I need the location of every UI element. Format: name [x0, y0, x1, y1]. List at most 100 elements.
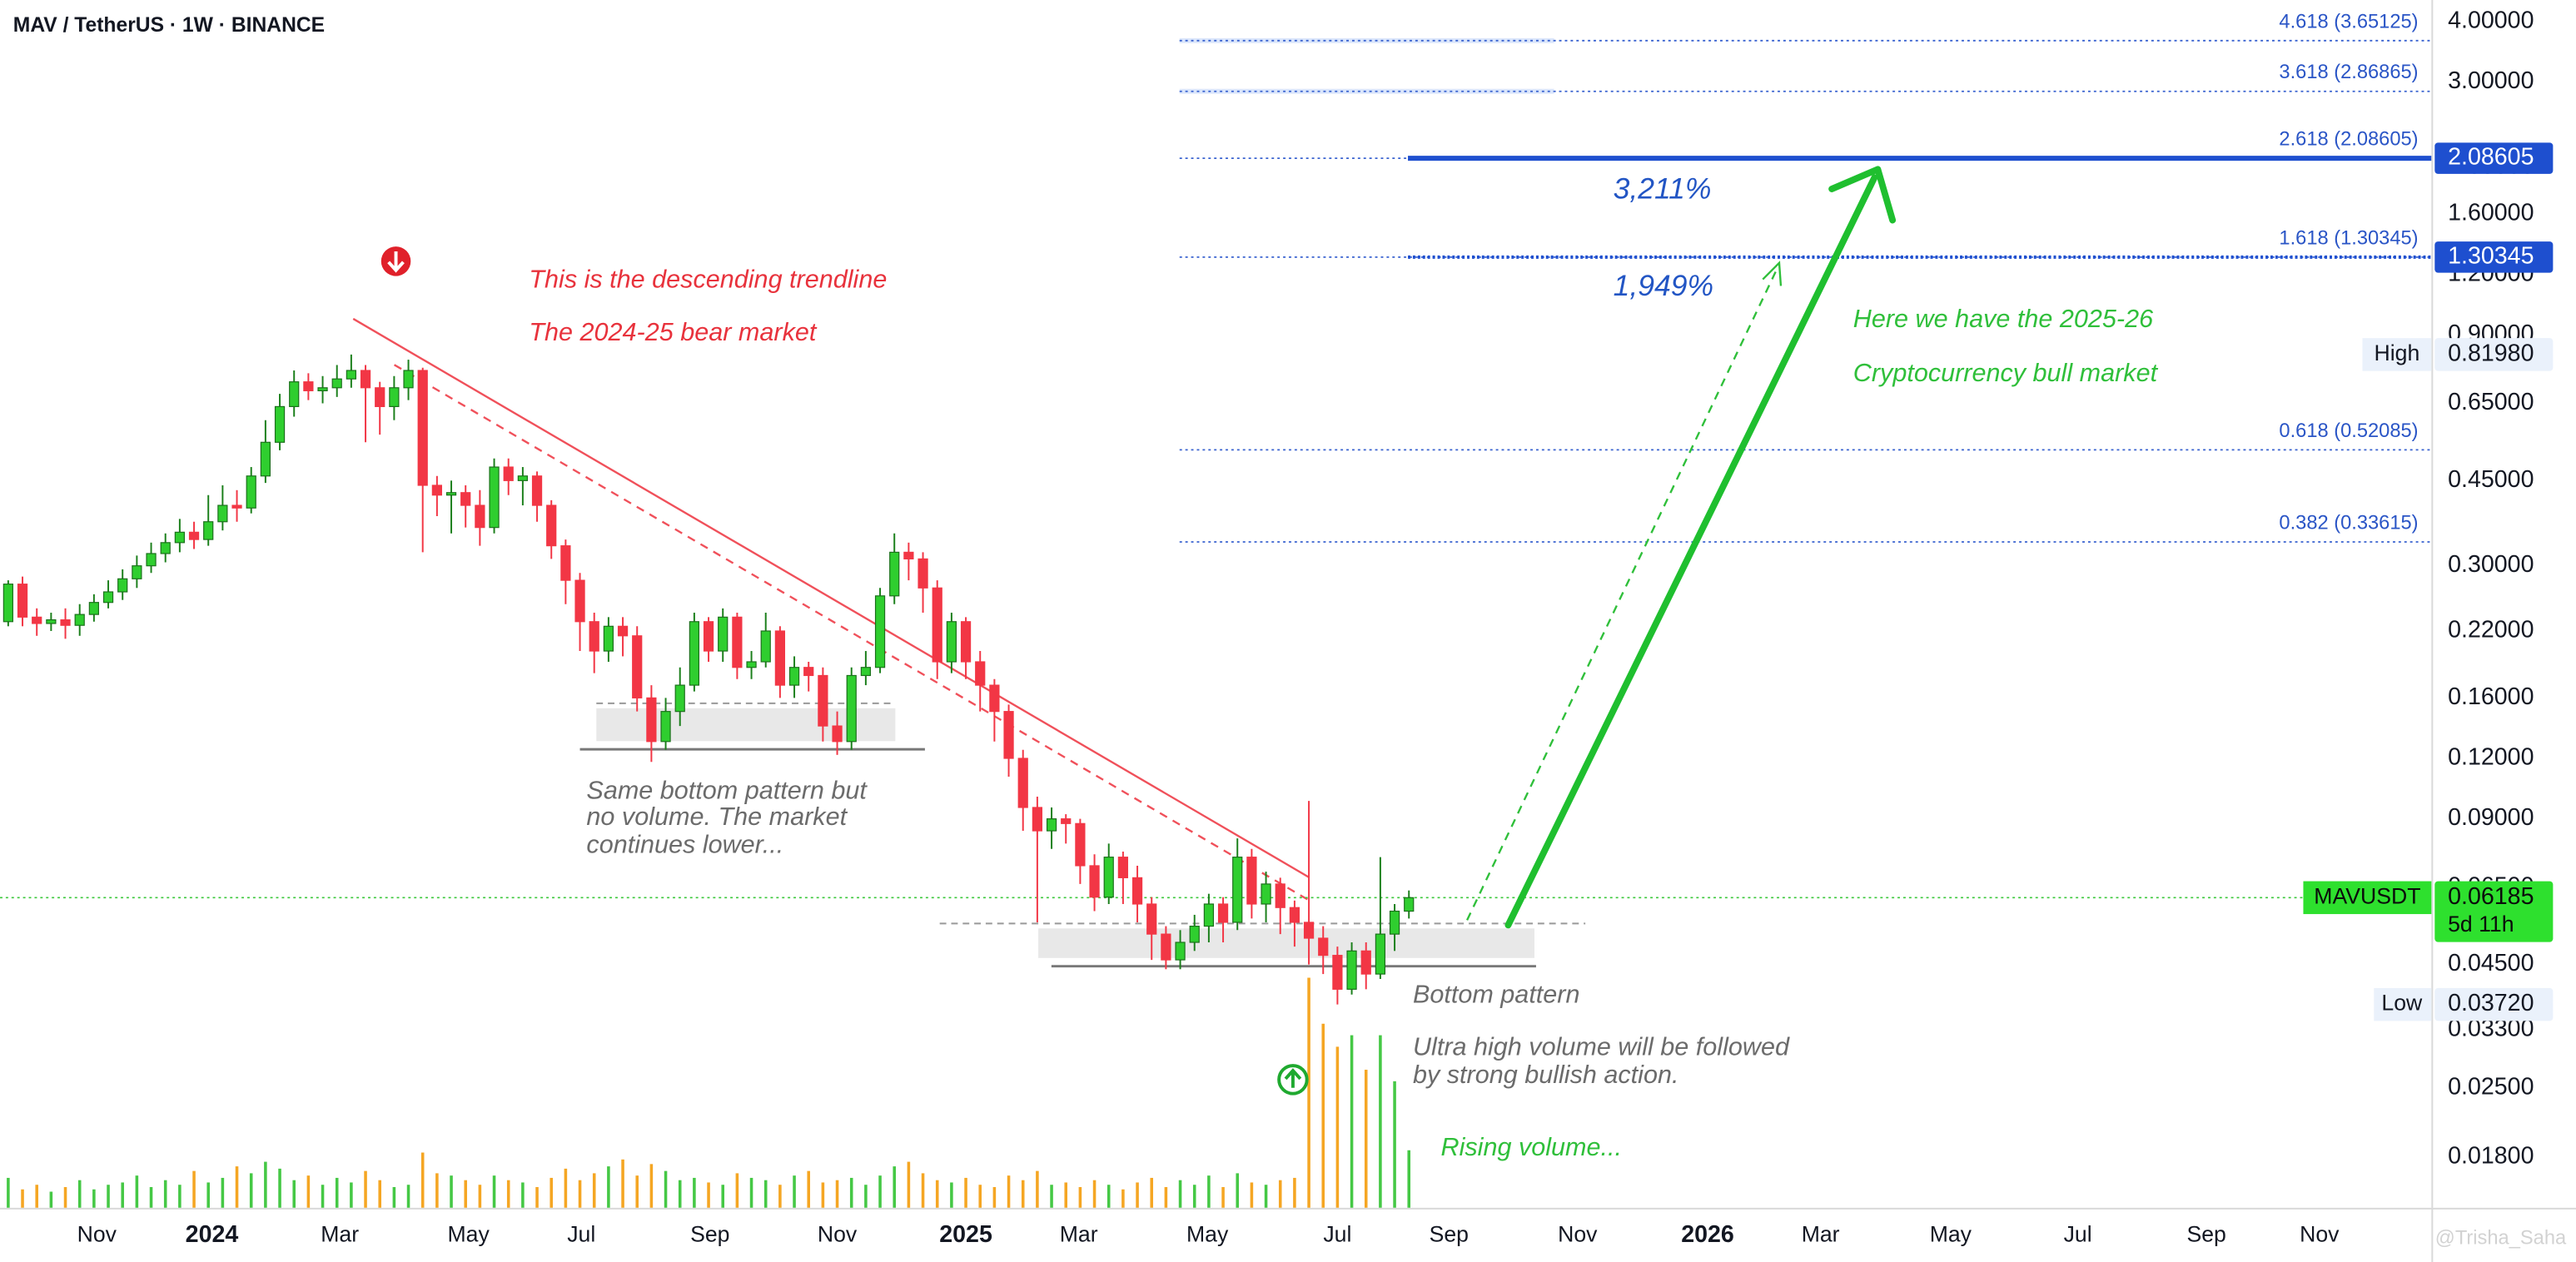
last-price-badge-bg: [2434, 881, 2554, 942]
candle-body: [718, 616, 729, 652]
candle-body: [1261, 883, 1271, 905]
volume-bar: [135, 1175, 139, 1208]
candle-body: [1046, 818, 1057, 832]
annotation: Here we have the 2025-26: [1853, 305, 2153, 333]
symbol-tag: MAVUSDT: [2314, 883, 2420, 908]
candle-body: [1161, 933, 1171, 961]
candle-body: [1089, 865, 1100, 898]
candle-body: [846, 674, 857, 743]
candle-body: [1303, 922, 1315, 939]
candle-body: [774, 630, 786, 686]
candle-body: [375, 387, 385, 408]
volume-bar: [221, 1177, 225, 1208]
candle-body: [803, 667, 814, 677]
volume-bar: [1050, 1185, 1053, 1208]
candle-body: [503, 466, 514, 481]
candle-body: [174, 531, 185, 544]
y-tick-label: 0.01800: [2448, 1142, 2534, 1169]
volume-bar: [835, 1180, 839, 1208]
candle-body: [574, 579, 585, 623]
volume-bar: [964, 1177, 967, 1208]
fib-level-label: 0.382 (0.33615): [2279, 512, 2418, 534]
drawings-front: [380, 166, 1897, 1096]
volume-bar: [664, 1170, 668, 1208]
candle-body: [1232, 857, 1243, 923]
candle-body: [203, 521, 214, 540]
annotation: Bottom pattern: [1413, 980, 1580, 1008]
candle-body: [860, 667, 872, 677]
volume-bar: [749, 1177, 753, 1208]
volume-bar: [578, 1180, 582, 1208]
fib-level-label: 1.618 (1.30345): [2279, 227, 2418, 249]
volume-bar: [992, 1186, 997, 1208]
x-tick-label: 2024: [186, 1221, 239, 1248]
bottom-zone: [1038, 928, 1534, 958]
annotation: Same bottom pattern but: [586, 777, 868, 805]
volume-bar: [564, 1168, 568, 1208]
candle-body: [746, 661, 757, 668]
x-tick-label: May: [447, 1221, 490, 1246]
candle-body: [260, 441, 271, 477]
volume-bar: [450, 1175, 453, 1208]
candle-body: [403, 370, 414, 389]
annotation: Ultra high volume will be followed: [1413, 1032, 1790, 1061]
fib-level-label: 2.618 (2.08605): [2279, 129, 2418, 151]
x-tick-label: Jul: [567, 1221, 595, 1246]
candle-body: [117, 578, 128, 593]
projection-arrow: [1504, 174, 1878, 929]
y-tick-label: 0.09000: [2448, 804, 2534, 831]
price-axis-background: [2433, 0, 2576, 1262]
volume-bar: [1136, 1182, 1139, 1208]
volume-bar: [521, 1182, 525, 1208]
candle-body: [617, 625, 629, 637]
volume-bar: [849, 1177, 853, 1208]
candle-body: [146, 553, 157, 567]
volume-bar: [1192, 1185, 1196, 1208]
candle-body: [1131, 877, 1143, 905]
volume-bar: [149, 1186, 153, 1208]
fib-fade-band: [1179, 37, 1554, 43]
y-tick-label: 0.30000: [2448, 551, 2534, 578]
candle-body: [489, 466, 500, 529]
fib-level-label: 4.618 (3.65125): [2279, 11, 2418, 32]
volume-bar: [1221, 1186, 1225, 1208]
candle-body: [889, 551, 900, 597]
volume-bar: [1407, 1150, 1411, 1208]
watermark: @Trisha_Saha: [2435, 1228, 2567, 1250]
candle-body: [732, 616, 743, 668]
y-tick-label: 0.22000: [2448, 617, 2534, 643]
y-tick-label: 0.65000: [2448, 389, 2534, 415]
volume-bar: [1178, 1180, 1182, 1208]
annotation: no volume. The market: [586, 802, 848, 831]
candle-body: [1017, 758, 1028, 808]
arrow-head: [1828, 166, 1897, 224]
candle-body: [331, 378, 342, 389]
candle-body: [46, 619, 57, 624]
volume-bar: [1364, 1070, 1368, 1208]
volume-bar: [92, 1189, 96, 1208]
x-tick-label: Nov: [77, 1221, 117, 1246]
volume-bar: [506, 1180, 510, 1208]
annotation: 3,211%: [1614, 171, 1712, 205]
volume-bar: [335, 1177, 339, 1208]
x-tick-label: Nov: [818, 1221, 858, 1246]
candle-body: [960, 621, 972, 663]
volume-bar: [392, 1186, 396, 1208]
candle-body: [703, 621, 714, 652]
candle-body: [517, 475, 528, 481]
candle-body: [417, 370, 428, 486]
candle-body: [1332, 955, 1343, 990]
x-tick-label: Sep: [690, 1221, 729, 1246]
high-tag-bg: [2362, 338, 2432, 371]
candle-body: [32, 616, 42, 624]
volume-bar: [1007, 1175, 1011, 1208]
volume-bar: [63, 1186, 67, 1208]
candle-body: [17, 584, 28, 618]
arrow-head: [1762, 261, 1783, 286]
candle-body: [660, 711, 671, 743]
volume-bar: [1321, 1023, 1325, 1208]
volume-bar: [321, 1185, 325, 1208]
x-tick-label: May: [1930, 1221, 1972, 1246]
